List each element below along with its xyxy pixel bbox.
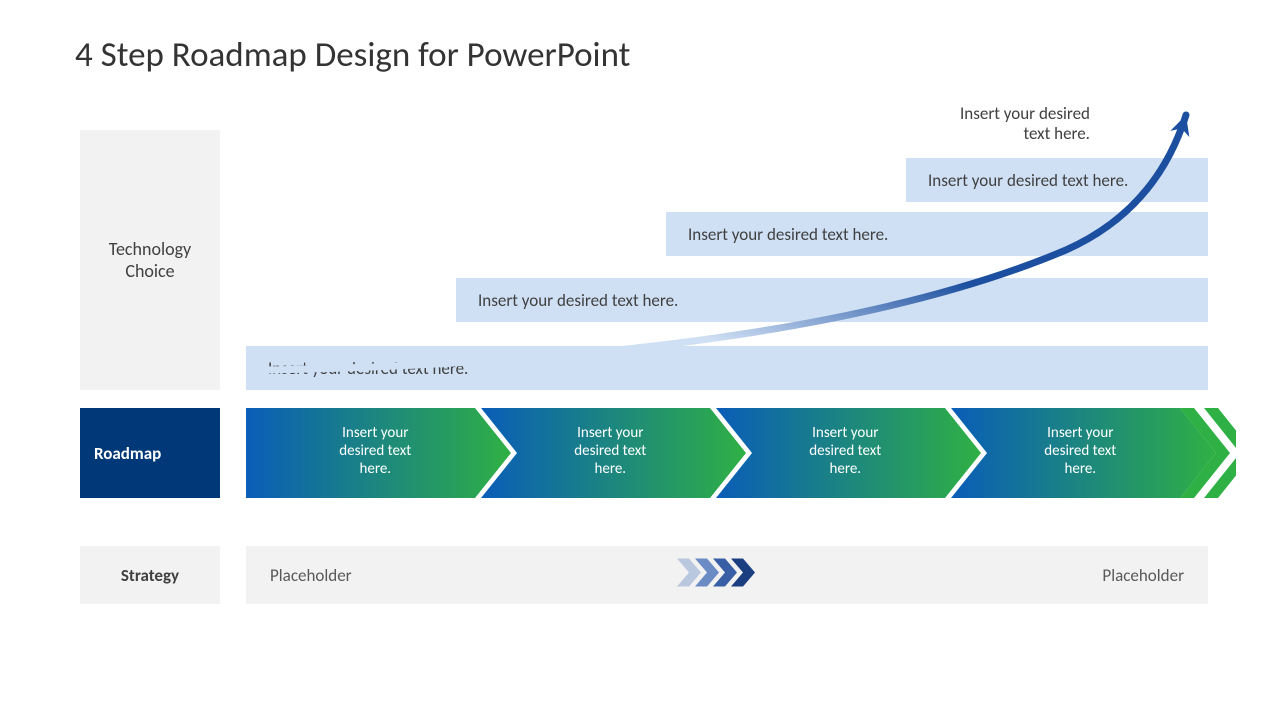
strategy-right-text: Placeholder <box>1102 565 1184 586</box>
step-bar-4: Insert your desired text here. <box>906 158 1208 202</box>
step-bar-1: Insert your desired text here. <box>246 346 1208 390</box>
roadmap-label-text: Roadmap <box>94 443 161 464</box>
step-bar-3: Insert your desired text here. <box>666 212 1208 256</box>
mini-chevrons <box>677 559 777 592</box>
strategy-label-text: Strategy <box>121 565 179 586</box>
technology-choice-box: TechnologyChoice <box>80 130 220 390</box>
technology-choice-label: TechnologyChoice <box>109 238 191 283</box>
strategy-left-text: Placeholder <box>270 565 352 586</box>
chevron-track: Insert yourdesired texthere.Insert yourd… <box>246 408 1236 498</box>
roadmap-label: Roadmap <box>80 408 220 498</box>
step-bar-2: Insert your desired text here. <box>456 278 1208 322</box>
page-title: 4 Step Roadmap Design for PowerPoint <box>75 34 630 76</box>
strategy-body: Placeholder Placeholder <box>246 546 1208 604</box>
strategy-label: Strategy <box>80 546 220 604</box>
step-bars: Insert your desired text here. Insert you… <box>246 130 1208 390</box>
roadmap-row: Roadmap Insert yourdesired texthere.Inse… <box>80 408 1208 498</box>
strategy-row: Strategy Placeholder Placeholder <box>80 546 1208 604</box>
